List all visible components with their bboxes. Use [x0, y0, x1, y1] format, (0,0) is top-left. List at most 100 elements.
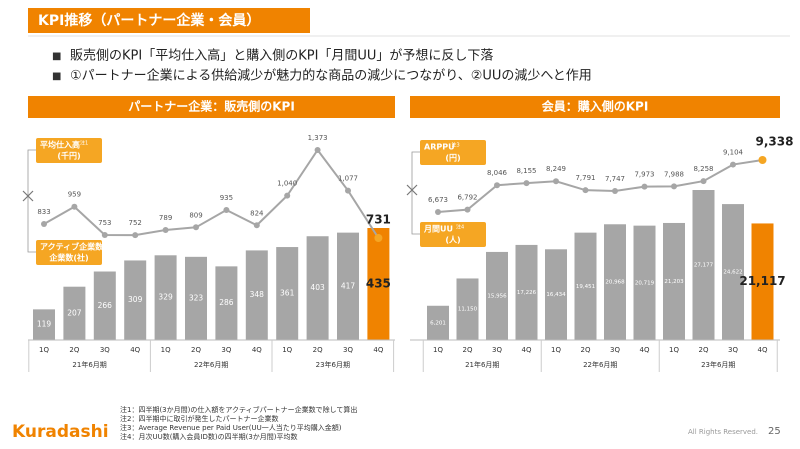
- line-label: 809: [189, 211, 202, 219]
- bar-label: 17,226: [517, 290, 537, 296]
- bar: [692, 190, 715, 340]
- bar: [367, 228, 390, 340]
- rights: All Rights Reserved.: [688, 428, 758, 436]
- legend-bracket: [411, 151, 420, 190]
- x-tick-label: 1Q: [161, 346, 171, 354]
- bar: [215, 266, 238, 340]
- bar: [276, 247, 299, 340]
- line-point: [612, 188, 618, 195]
- line-label: 7,973: [634, 171, 654, 179]
- bar-label: 19,451: [576, 284, 595, 290]
- line-point: [758, 156, 767, 164]
- bar: [427, 305, 449, 340]
- line-point: [730, 161, 736, 168]
- bar-label: 266: [98, 301, 113, 310]
- legend-box: [36, 240, 102, 265]
- line-label: 8,046: [487, 169, 508, 177]
- panel-title: 会員：購入側のKPI: [542, 99, 649, 114]
- x-tick-label: 3Q: [343, 346, 353, 354]
- x-tick-label: 4Q: [640, 346, 650, 354]
- bar: [751, 223, 774, 340]
- x-tick-label: 1Q: [551, 346, 561, 354]
- line-label: 833: [37, 208, 50, 216]
- bar: [33, 309, 55, 340]
- x-tick-label: 2Q: [699, 346, 709, 354]
- legend-unit: (円): [445, 154, 460, 163]
- line-label: 6,792: [457, 194, 477, 202]
- line-label: 8,155: [516, 167, 536, 175]
- line-point: [132, 232, 139, 239]
- x-tick-label: 4Q: [758, 346, 768, 354]
- bar: [604, 224, 626, 340]
- x-tick-label: 1Q: [433, 346, 443, 354]
- bullet-mark: ■: [52, 71, 61, 82]
- line-label: 752: [129, 219, 142, 227]
- x-tick-label: 1Q: [282, 346, 292, 354]
- line-point: [523, 180, 530, 187]
- legend-unit: (人): [445, 235, 460, 245]
- x-tick-label: 4Q: [522, 346, 532, 354]
- x-tick-label: 3Q: [221, 346, 231, 354]
- x-tick-label: 3Q: [610, 346, 620, 354]
- line-label: 9,104: [723, 149, 744, 157]
- bar: [124, 260, 147, 340]
- line-point: [582, 187, 589, 194]
- line-label: 824: [250, 209, 264, 217]
- line-point: [345, 187, 351, 194]
- line-point: [494, 182, 500, 189]
- group-label: 21年6月期: [465, 360, 499, 369]
- footnote: 注3：Average Revenue per Paid User(UU一人当たり…: [120, 423, 342, 432]
- bar: [515, 244, 538, 340]
- legend-unit: 企業数(社): [48, 253, 88, 263]
- bullet-mark: ■: [52, 51, 61, 62]
- line-point: [700, 178, 707, 185]
- x-tick-label: 1Q: [39, 346, 49, 354]
- panel-header: [410, 96, 780, 118]
- panel-header: [28, 96, 395, 118]
- legend-name: 平均仕入高: [40, 140, 80, 150]
- bar-label: 435: [366, 277, 391, 291]
- legend-bracket: [411, 190, 420, 235]
- group-label: 22年6月期: [583, 360, 617, 369]
- bar-label: 16,434: [546, 292, 566, 298]
- line-label: 6,673: [428, 196, 448, 204]
- bar-label: 27,177: [694, 263, 714, 269]
- bar-label: 417: [341, 281, 356, 290]
- legend-bracket: [27, 196, 36, 253]
- footnote: 注2：四半期中に取引が発生したパートナー企業数: [120, 414, 278, 423]
- line-label: 935: [220, 194, 233, 202]
- group-label: 22年6月期: [194, 360, 228, 369]
- x-tick-label: 4Q: [130, 346, 140, 354]
- line: [43, 148, 380, 239]
- bar: [545, 249, 567, 340]
- x-tick-label: 2Q: [191, 346, 201, 354]
- line-point: [223, 207, 230, 214]
- x-tick-label: 3Q: [492, 346, 502, 354]
- line-point: [253, 222, 260, 229]
- line-label: 731: [366, 213, 391, 227]
- line-point: [314, 147, 321, 153]
- legend-unit: (千円): [57, 151, 80, 161]
- bar: [633, 225, 656, 340]
- bar-label: 309: [128, 295, 143, 304]
- line-label: 959: [68, 191, 81, 199]
- bar-label: 207: [67, 308, 82, 317]
- line-label: 1,077: [338, 175, 358, 183]
- bar: [63, 286, 86, 340]
- bar-label: 403: [310, 283, 325, 292]
- group-label: 21年6月期: [72, 360, 106, 369]
- line-label: 7,747: [605, 175, 625, 183]
- slide-title: KPI推移（パートナー企業・会員）: [38, 12, 260, 29]
- title-bg: [28, 8, 310, 33]
- line-point: [374, 234, 383, 242]
- bar-label: 286: [219, 298, 234, 307]
- legend-cross: [22, 190, 34, 202]
- bar-label: 15,956: [487, 293, 507, 299]
- bar: [574, 232, 597, 340]
- bar: [306, 236, 329, 340]
- footnote: 注4：月次UU数(購入会員ID数)の四半期(3か月間)平均数: [120, 432, 298, 441]
- x-tick-label: 2Q: [463, 346, 473, 354]
- line-label: 8,249: [546, 165, 566, 173]
- bar: [93, 271, 116, 340]
